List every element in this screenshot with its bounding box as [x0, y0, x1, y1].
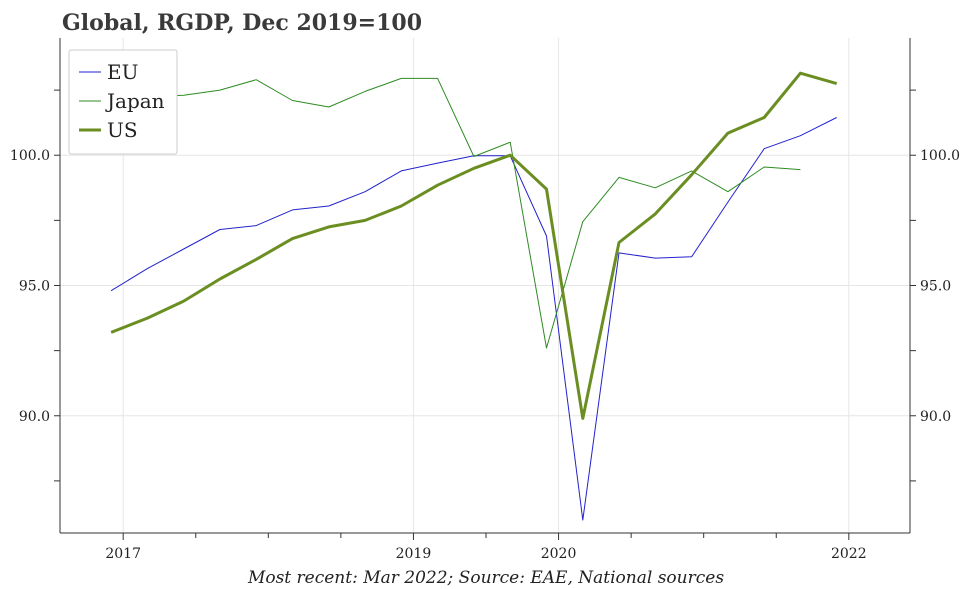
chart-footer: Most recent: Mar 2022; Source: EAE, Nati…: [247, 568, 724, 588]
legend-label-eu: EU: [107, 60, 138, 84]
y-tick-label-right: 90.0: [920, 409, 951, 425]
y-tick-label-right: 100.0: [920, 148, 960, 164]
series-line-us: [110, 71, 838, 420]
y-tick-label-left: 95.0: [19, 279, 50, 295]
y-tick-label-left: 100.0: [10, 148, 50, 164]
series-line-japan: [111, 77, 801, 349]
grid: [60, 38, 910, 533]
legend-box: [68, 49, 178, 155]
y-axis-ticks: 90.0 90.0 95.0 95.0 100.0 100.0: [10, 148, 960, 425]
series-line-eu: [110, 117, 837, 521]
axes: [54, 38, 916, 540]
x-axis-ticks: 2017 2019 2020 2022: [105, 546, 866, 562]
legend-label-us: US: [107, 118, 138, 142]
x-tick-label: 2017: [105, 546, 141, 562]
series-layer: [110, 71, 838, 521]
x-tick-label: 2022: [831, 546, 867, 562]
y-tick-label-left: 90.0: [19, 409, 50, 425]
chart-title: Global, RGDP, Dec 2019=100: [62, 10, 422, 36]
y-tick-label-right: 95.0: [920, 279, 951, 295]
x-tick-label: 2020: [541, 546, 577, 562]
legend: EU Japan US: [68, 49, 178, 155]
x-tick-label: 2019: [396, 546, 432, 562]
legend-label-japan: Japan: [105, 89, 165, 113]
